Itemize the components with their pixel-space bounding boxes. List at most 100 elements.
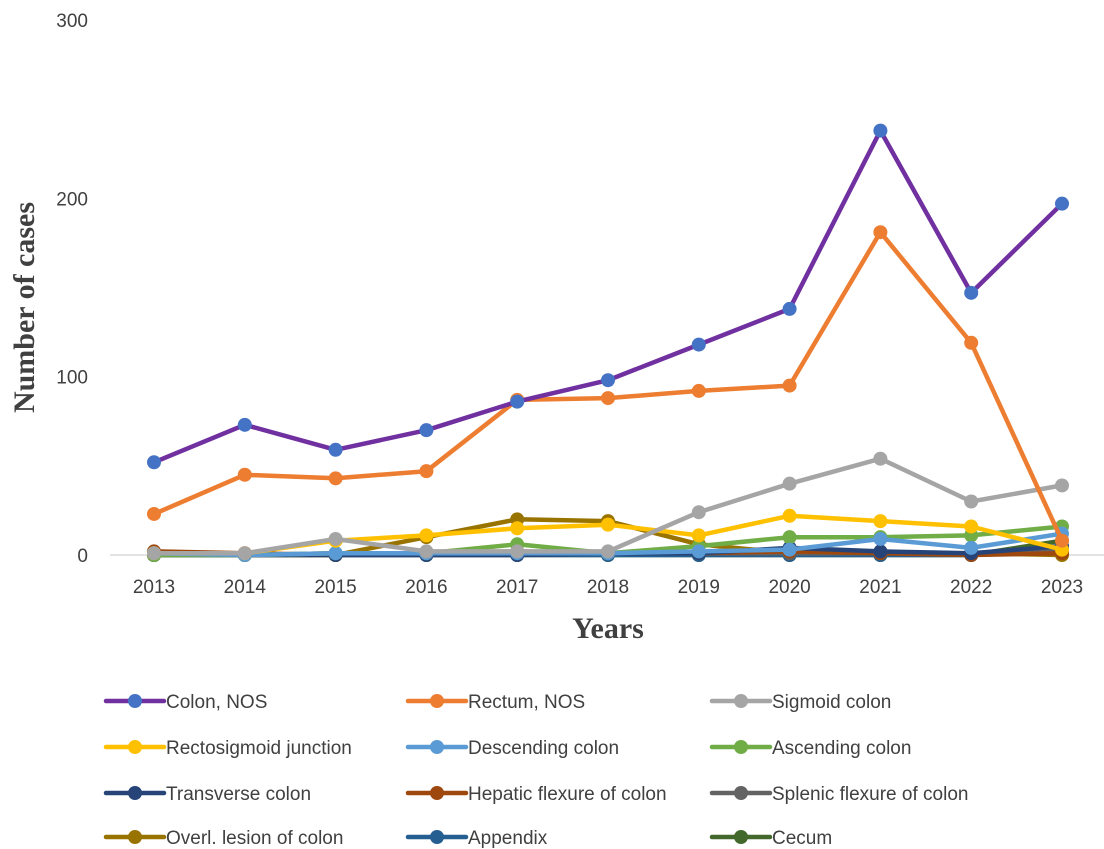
y-axis-title: Number of cases [8,202,41,413]
data-point [237,546,252,561]
data-point [873,123,888,138]
legend-item: Colon, NOS [103,692,267,713]
data-point [237,417,252,432]
legend-item: Splenic flexure of colon [709,784,968,805]
data-point [691,383,706,398]
data-point [691,337,706,352]
data-point [147,455,161,470]
legend-item: Ascending colon [709,738,911,759]
data-point [1055,196,1069,211]
data-point [873,544,888,559]
x-tick-label: 2020 [768,577,810,598]
data-point [873,225,888,240]
data-point [328,531,343,546]
legend-label: Splenic flexure of colon [772,784,968,805]
legend-item: Hepatic flexure of colon [405,784,667,805]
legend-marker-swatch [430,830,444,844]
y-tick-label: 200 [56,189,88,210]
y-tick-label: 100 [56,368,88,389]
data-point [873,451,888,466]
data-point [691,505,706,520]
data-point [419,544,434,559]
data-point [782,476,797,491]
data-point [964,540,979,555]
data-point [237,467,252,482]
series-line [151,128,1065,465]
legend-label: Rectum, NOS [468,692,585,713]
data-point [1055,533,1069,548]
data-point [964,285,979,300]
data-point [782,530,797,545]
legend-item: Rectum, NOS [405,692,585,713]
data-point [964,335,979,350]
series-0 [147,123,1069,470]
y-tick-label: 0 [77,546,88,567]
legend-label: Appendix [468,828,548,849]
x-tick-label: 2023 [1041,577,1083,598]
x-tick-label: 2022 [950,577,992,598]
data-point [873,514,888,529]
data-point [328,442,343,457]
data-point [691,544,706,559]
legend-item: Rectosigmoid junction [103,738,352,759]
x-tick-label: 2017 [496,577,538,598]
legend-label: Rectosigmoid junction [166,738,352,759]
legend-marker-swatch [734,830,748,844]
data-point [964,494,979,509]
x-axis-ticks: 2013 2014 2015 2016 2017 2018 2019 2020 2021 2022… [133,577,1083,598]
data-point [510,521,525,536]
data-point [419,423,434,438]
legend-item: Sigmoid colon [709,692,891,713]
x-tick-label: 2021 [859,577,901,598]
legend-item: Descending colon [405,738,619,759]
data-point [964,519,979,534]
data-point [782,301,797,316]
legend-label: Colon, NOS [166,692,267,713]
data-point [147,546,161,561]
y-axis-ticks: 0 100 200 300 [56,11,88,567]
x-tick-label: 2019 [678,577,720,598]
data-point [510,544,525,559]
data-point [691,528,706,543]
data-point [1055,478,1069,493]
legend-label: Sigmoid colon [772,692,891,713]
data-point [601,391,615,406]
legend-label: Descending colon [468,738,619,759]
x-tick-label: 2018 [587,577,629,598]
legend-marker-swatch [430,694,444,708]
legend-marker-swatch [734,786,748,800]
data-point [328,546,343,561]
legend-label: Ascending colon [772,738,911,759]
legend-item: Overl. lesion of colon [103,828,343,849]
legend-marker-swatch [128,786,142,800]
data-point [601,544,615,559]
y-tick-label: 300 [56,11,88,32]
data-point [419,528,434,543]
legend-marker-swatch [430,740,444,754]
x-tick-label: 2015 [314,577,356,598]
legend-item: Transverse colon [103,784,311,805]
data-point [147,506,161,521]
series-line [151,456,1065,556]
data-point [419,464,434,479]
data-point [782,378,797,393]
legend-marker-swatch [734,694,748,708]
data-point [601,517,615,532]
legend-label: Cecum [772,828,832,849]
legend-marker-swatch [128,830,142,844]
data-point [873,531,888,546]
legend-marker-swatch [128,694,142,708]
data-point [782,542,797,557]
data-point [510,394,525,409]
legend-label: Overl. lesion of colon [166,828,343,849]
legend-marker-swatch [430,786,444,800]
data-point [601,373,615,388]
legend-label: Transverse colon [166,784,311,805]
legend-marker-swatch [128,740,142,754]
legend-item: Appendix [405,828,548,849]
x-tick-label: 2013 [133,577,175,598]
series-2 [147,451,1069,561]
data-point [328,471,343,486]
series-lines [147,123,1069,562]
